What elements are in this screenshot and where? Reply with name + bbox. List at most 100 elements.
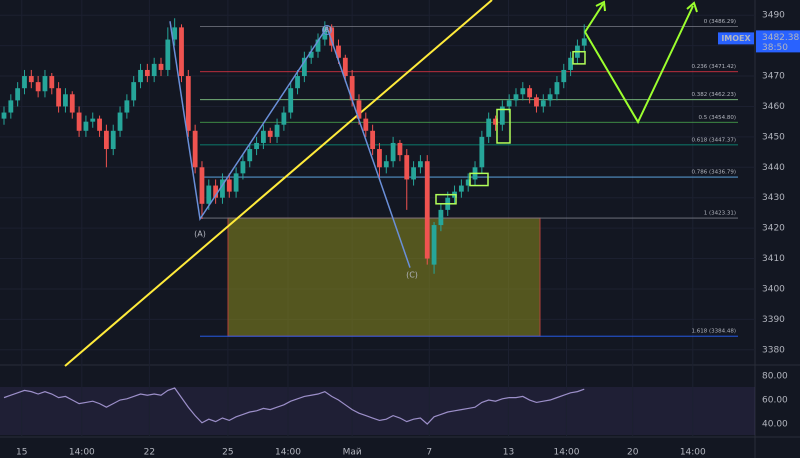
candle-body xyxy=(458,185,464,192)
candle-body xyxy=(499,106,505,125)
fib-label: 0.382 (3462.23) xyxy=(691,92,736,98)
candle-body xyxy=(377,149,382,168)
x-tick-label: 20 xyxy=(627,448,639,458)
candle-body xyxy=(199,167,205,204)
x-tick-label: 22 xyxy=(144,448,155,458)
candle-body xyxy=(404,155,410,180)
candle-body xyxy=(56,88,62,107)
last-price: 3482.38 xyxy=(762,33,799,43)
x-tick-label: 7 xyxy=(426,448,432,458)
candle-body xyxy=(131,82,137,101)
candle-body xyxy=(554,82,560,95)
candle-body xyxy=(42,76,48,92)
y-tick-label: 3490 xyxy=(762,11,785,21)
projection xyxy=(584,3,604,33)
candle-body xyxy=(418,161,423,168)
candle-body xyxy=(49,76,55,89)
candle-body xyxy=(329,27,335,46)
candle-body xyxy=(83,121,89,131)
candle-body xyxy=(336,45,341,58)
candle-body xyxy=(390,142,396,162)
candle-body xyxy=(226,179,232,192)
rsi-line xyxy=(3,387,585,425)
fib-label: 1.618 (3384.48) xyxy=(691,329,736,335)
candle-body xyxy=(240,161,246,174)
price-tag xyxy=(756,30,800,53)
candle-body xyxy=(144,69,150,77)
candle-body xyxy=(28,76,34,83)
candle-body xyxy=(117,112,123,131)
candle-body xyxy=(486,118,492,137)
candle-body xyxy=(158,63,164,70)
candle-body xyxy=(431,225,437,265)
candle-body xyxy=(397,142,403,156)
candle-body xyxy=(527,88,533,98)
candle-body xyxy=(301,57,307,77)
candle-body xyxy=(138,69,143,83)
y-tick-label: 3430 xyxy=(762,193,785,203)
candle-body xyxy=(15,88,21,101)
candle-body xyxy=(411,167,416,180)
trendline xyxy=(64,0,493,367)
candle-body xyxy=(356,100,362,119)
candle-body xyxy=(103,130,109,150)
fib-label: 0 (3486.29) xyxy=(704,19,736,25)
candle-body xyxy=(534,97,539,107)
candle-body xyxy=(261,130,266,143)
candle-body xyxy=(213,185,219,198)
candle-body xyxy=(370,130,376,150)
y-tick-label: 3460 xyxy=(762,102,785,112)
candle-body xyxy=(424,161,430,259)
candle-body xyxy=(124,100,130,113)
projection-head xyxy=(595,0,606,12)
candle-body xyxy=(506,100,512,107)
y-tick-label: 3450 xyxy=(762,132,785,142)
x-tick-label: 14:00 xyxy=(69,448,95,458)
x-tick-label: 25 xyxy=(222,448,233,458)
y-tick-label: 3410 xyxy=(762,254,785,264)
candle-body xyxy=(185,76,191,131)
rsi-tick-label: 60.00 xyxy=(762,396,788,406)
x-tick-label: 15 xyxy=(16,448,27,458)
candle-body xyxy=(220,179,225,198)
x-tick-label: 13 xyxy=(503,448,514,458)
candle-body xyxy=(281,112,287,125)
candle-body xyxy=(363,118,369,131)
wave-label: (C) xyxy=(406,271,418,280)
projection-head xyxy=(686,1,698,13)
candle-body xyxy=(69,94,75,113)
target-zone xyxy=(227,217,541,337)
candle-body xyxy=(342,57,348,77)
candle-body xyxy=(479,136,485,168)
y-tick-label: 3390 xyxy=(762,315,785,325)
candle-body xyxy=(295,76,300,89)
fib-label: 0.5 (3454.80) xyxy=(698,115,736,121)
candle-body xyxy=(383,161,389,168)
candle-body xyxy=(520,88,526,95)
wave-label: (A) xyxy=(194,230,206,239)
candle-body xyxy=(315,39,321,52)
projection xyxy=(584,5,694,125)
candle-body xyxy=(110,130,116,150)
candle-body xyxy=(247,149,253,162)
fib-label: 0.236 (3471.42) xyxy=(691,64,736,70)
countdown: 38:50 xyxy=(762,43,788,53)
highlight-box xyxy=(496,108,511,144)
candle-body xyxy=(90,118,96,122)
candle-body xyxy=(568,57,573,70)
x-tick-label: Май xyxy=(343,448,362,458)
highlight-box xyxy=(572,50,586,65)
x-tick-label: 14:00 xyxy=(680,448,706,458)
candle-body xyxy=(267,130,273,137)
y-tick-label: 3470 xyxy=(762,72,785,82)
y-tick-label: 3380 xyxy=(762,345,785,355)
candle-body xyxy=(165,39,171,70)
candle-body xyxy=(465,179,471,186)
candle-body xyxy=(76,112,82,131)
candle-body xyxy=(581,38,587,46)
symbol-label: IMOEX xyxy=(721,34,751,43)
candle-body xyxy=(438,209,444,226)
candle-body xyxy=(274,124,280,137)
candle-body xyxy=(322,27,328,40)
